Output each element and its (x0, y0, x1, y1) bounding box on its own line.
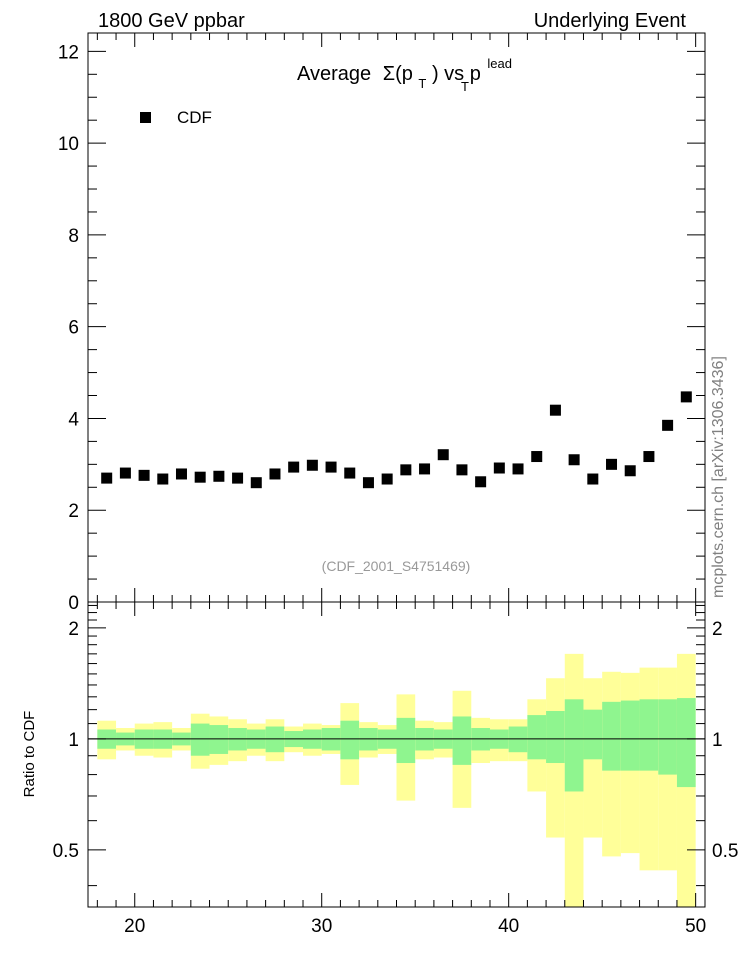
xtick-label: 20 (124, 916, 145, 937)
main-ytick-label: 10 (58, 134, 79, 155)
header-right: Underlying Event (534, 10, 687, 32)
title-vs: ) vs p (432, 63, 481, 85)
data-point (624, 465, 636, 477)
data-point (381, 473, 393, 485)
legend-marker (140, 112, 151, 123)
data-points (101, 391, 692, 489)
axis-ticks (88, 33, 705, 907)
data-point (606, 458, 618, 470)
data-point (493, 462, 505, 474)
band-inner (602, 701, 621, 771)
ratio-ytick-label-right: 1 (712, 730, 723, 751)
data-point (101, 472, 113, 484)
main-ytick-label: 4 (68, 409, 79, 430)
title-main: Average (297, 63, 371, 85)
xtick-label: 30 (311, 916, 332, 937)
main-ytick-label: 2 (68, 501, 79, 522)
data-point (306, 459, 318, 471)
band-inner (508, 726, 528, 753)
data-point (232, 472, 244, 484)
legend-label: CDF (177, 108, 212, 127)
data-point (269, 468, 281, 480)
ratio-ytick-label-left: 2 (68, 619, 79, 640)
data-point (531, 451, 543, 463)
ratio-bands (97, 653, 696, 907)
data-point (568, 454, 580, 466)
data-point (213, 470, 225, 482)
xtick-label: 40 (498, 916, 519, 937)
ratio-ytick-label-left: 0.5 (53, 841, 79, 862)
band-inner (527, 715, 547, 760)
title-sigma: Σ(p (383, 63, 413, 85)
main-ytick-label: 8 (68, 226, 79, 247)
main-ytick-label: 6 (68, 318, 79, 339)
ratio-ytick-label-left: 1 (68, 730, 79, 751)
data-point (587, 473, 599, 485)
data-point (362, 477, 374, 489)
band-inner (396, 717, 416, 764)
data-point (194, 471, 206, 483)
data-point (157, 473, 169, 485)
analysis-id: (CDF_2001_S4751469) (322, 558, 471, 574)
data-point (138, 469, 150, 481)
data-point (512, 463, 524, 475)
band-inner (452, 716, 472, 765)
title-sigma-sub: T (418, 76, 426, 91)
data-point (325, 461, 337, 473)
data-point (250, 477, 262, 489)
header-left: 1800 GeV ppbar (98, 10, 245, 32)
ratio-ylabel: Ratio to CDF (21, 711, 38, 798)
band-inner (209, 725, 229, 754)
band-inner (546, 710, 565, 764)
band-inner (620, 700, 640, 771)
band-inner (658, 699, 677, 775)
band-inner (265, 726, 285, 753)
band-inner (340, 720, 360, 760)
data-point (344, 467, 356, 479)
data-point (456, 464, 468, 476)
data-point (549, 404, 561, 416)
data-point (419, 463, 431, 475)
data-point (662, 419, 674, 431)
chart-title: Average Σ(p T ) vs p lead T (297, 51, 518, 94)
data-point (175, 468, 187, 480)
side-credit: mcplots.cern.ch [arXiv:1306.3436] (710, 356, 727, 598)
data-point (288, 461, 300, 473)
band-inner (583, 709, 603, 760)
data-point (680, 391, 692, 403)
title-sup: lead (487, 56, 512, 71)
data-point (400, 464, 412, 476)
data-point (437, 449, 449, 461)
main-ytick-label: 12 (58, 42, 79, 63)
xtick-label: 50 (685, 916, 706, 937)
ratio-ytick-label-right: 0.5 (712, 841, 738, 862)
main-ytick-label: 0 (68, 593, 79, 614)
band-inner (639, 699, 659, 771)
band-inner (564, 699, 584, 792)
title-sub: T (461, 79, 469, 94)
ratio-ytick-label-right: 2 (712, 619, 723, 640)
data-point (475, 476, 487, 488)
band-inner (676, 698, 696, 788)
data-point (119, 467, 131, 479)
data-point (643, 451, 655, 463)
band-inner (190, 723, 210, 756)
